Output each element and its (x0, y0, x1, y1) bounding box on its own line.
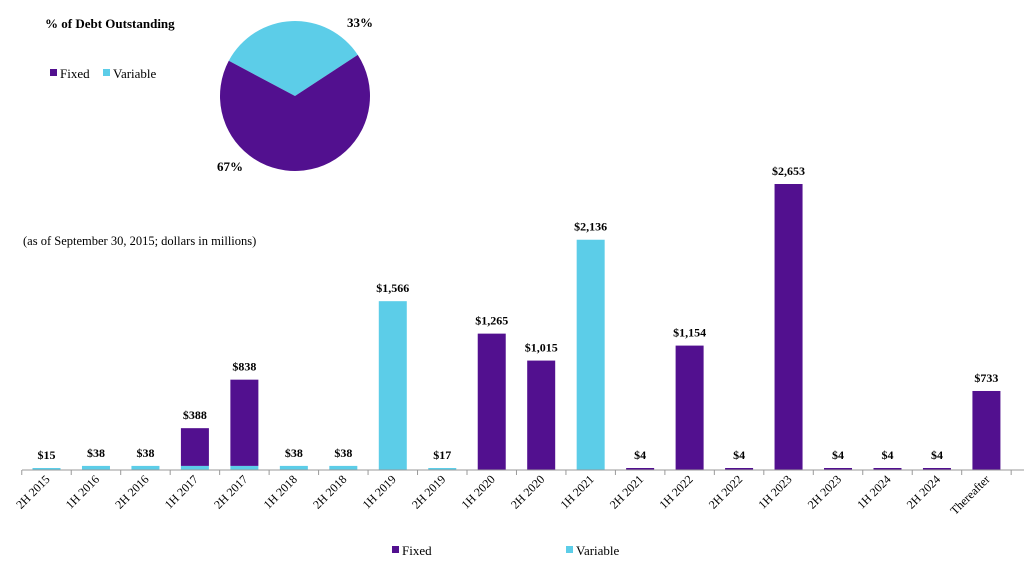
bar-legend-variable-swatch (566, 546, 573, 553)
bar-data-label: $2,653 (772, 164, 805, 178)
bar-data-label: $4 (931, 448, 943, 462)
x-axis-tick-label: 1H 2021 (557, 472, 596, 511)
bar-legend-variable-label: Variable (576, 543, 620, 558)
x-axis-tick-label: 2H 2019 (409, 472, 448, 511)
bar-data-label: $1,154 (673, 326, 706, 340)
x-axis-tick-label: 1H 2020 (458, 472, 497, 511)
bar-fixed-thereafter (972, 390, 1001, 470)
bar-fixed-2h-2020 (527, 360, 556, 470)
bar-data-label: $1,566 (376, 281, 409, 295)
bar-legend-fixed-swatch (392, 546, 399, 553)
bar-data-label: $38 (285, 446, 303, 460)
x-axis-tick-label: 1H 2018 (261, 472, 300, 511)
x-axis-tick-label: 2H 2023 (805, 472, 844, 511)
bar-fixed-2h-2017 (230, 379, 259, 466)
bar-data-label: $4 (634, 448, 646, 462)
x-axis-tick-label: 2H 2018 (310, 472, 349, 511)
pie-title: % of Debt Outstanding (45, 16, 175, 31)
pie-slice-variable (228, 20, 358, 97)
bar-data-label: $4 (881, 448, 893, 462)
bar-variable-1h-2021 (576, 239, 605, 470)
bar-variable-2h-2018 (329, 465, 358, 470)
bar-variable-1h-2018 (279, 465, 308, 470)
x-axis-tick-label: 2H 2017 (211, 472, 250, 511)
bar-variable-2h-2019 (428, 468, 457, 470)
bar-data-label: $1,265 (475, 314, 508, 328)
bar-data-label: $38 (87, 446, 105, 460)
bar-variable-1h-2019 (378, 301, 407, 470)
bar-data-label: $38 (136, 446, 154, 460)
x-axis-tick-label: Thereafter (947, 472, 992, 517)
legend-fixed-label: Fixed (60, 66, 90, 81)
bar-fixed-1h-2022 (675, 345, 704, 470)
bar-data-label: $4 (832, 448, 844, 462)
bar-data-label: $17 (433, 448, 451, 462)
bar-variable-2h-2016 (131, 465, 160, 470)
bar-fixed-1h-2024 (873, 468, 902, 470)
bar-fixed-1h-2017 (180, 428, 209, 466)
bar-fixed-2h-2023 (824, 468, 853, 470)
x-axis-tick-label: 1H 2023 (755, 472, 794, 511)
bar-chart-subtitle: (as of September 30, 2015; dollars in mi… (23, 234, 256, 248)
bar-variable-2h-2017 (230, 465, 259, 470)
pie-label-variable: 33% (347, 15, 373, 30)
bar-data-label: $838 (232, 360, 256, 374)
bar-fixed-1h-2023 (774, 184, 803, 470)
bar-fixed-2h-2024 (922, 468, 951, 470)
pie-labels: 67% 33% (217, 15, 373, 174)
bar-legend: Fixed Variable (392, 543, 620, 558)
bar-marks (32, 184, 1001, 470)
bar-data-label: $15 (38, 448, 56, 462)
x-axis-tick-label: 1H 2016 (63, 472, 102, 511)
legend-fixed-swatch (50, 69, 57, 76)
x-axis-tick-label: 2H 2021 (607, 472, 646, 511)
bar-data-labels: $15 $38 $38 $388 $838 $38 $38 $1,566 $17 $1,265 $1… (38, 164, 999, 462)
x-axis-tick-label: 1H 2022 (656, 472, 695, 511)
x-axis-tick-labels: 2H 2015 1H 2016 2H 2016 1H 2017 2H 2017 1H 20… (13, 472, 992, 517)
bar-data-label: $2,136 (574, 220, 607, 234)
pie-label-fixed: 67% (217, 159, 243, 174)
x-axis-ticks (21, 470, 1012, 475)
pie-slice-fixed (220, 54, 370, 171)
bar-variable-1h-2017 (180, 465, 209, 470)
x-axis-tick-label: 2H 2016 (112, 472, 151, 511)
bar-data-label: $38 (334, 446, 352, 460)
x-axis-tick-label: 2H 2020 (508, 472, 547, 511)
bar-data-label: $388 (183, 408, 207, 422)
bar-legend-fixed-label: Fixed (402, 543, 432, 558)
x-axis-tick-label: 2H 2024 (904, 472, 943, 511)
bar-fixed-2h-2021 (626, 468, 655, 470)
bar-data-label: $1,015 (525, 341, 558, 355)
pie-legend: Fixed Variable (50, 66, 157, 81)
x-axis-tick-label: 1H 2024 (854, 472, 893, 511)
bar-fixed-2h-2022 (725, 468, 754, 470)
bar-data-label: $733 (974, 371, 998, 385)
x-axis-tick-label: 2H 2015 (13, 472, 52, 511)
bar-variable-1h-2016 (81, 465, 110, 470)
x-axis-tick-label: 1H 2017 (162, 472, 201, 511)
pie-chart (220, 20, 370, 171)
x-axis-tick-label: 2H 2022 (706, 472, 745, 511)
bar-variable-2h-2015 (32, 468, 61, 470)
legend-variable-label: Variable (113, 66, 157, 81)
bar-fixed-1h-2020 (477, 333, 506, 470)
bar-data-label: $4 (733, 448, 745, 462)
legend-variable-swatch (103, 69, 110, 76)
x-axis-tick-label: 1H 2019 (360, 472, 399, 511)
